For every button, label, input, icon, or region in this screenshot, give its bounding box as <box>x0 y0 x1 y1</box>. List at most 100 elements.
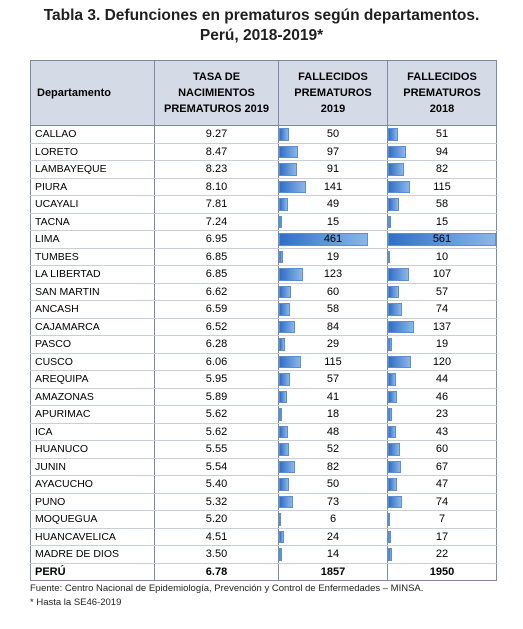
data-bar-f2018 <box>388 285 399 298</box>
data-bar-f2019 <box>279 373 290 386</box>
header-f2019-l2: PREMATUROS <box>294 87 372 99</box>
cell-value: 6 <box>329 513 337 526</box>
cell-value: 19 <box>326 250 340 263</box>
cell-f2018: 74 <box>387 300 497 319</box>
cell-tasa: 5.40 <box>154 475 279 494</box>
cell-value: 44 <box>435 373 449 386</box>
table-row: CUSCO 6.06 115 120 <box>30 352 497 371</box>
cell-f2018: 58 <box>387 195 497 214</box>
data-bar-f2018 <box>388 198 400 211</box>
cell-value: 57 <box>326 373 340 386</box>
cell-tasa: 6.95 <box>154 230 279 249</box>
cell-f2019: 52 <box>278 440 388 459</box>
data-bar-f2018 <box>388 128 398 141</box>
cell-f2019: 48 <box>278 422 388 441</box>
cell-value: 84 <box>326 320 340 333</box>
cell-f2019: 82 <box>278 457 388 476</box>
cell-tasa: 5.20 <box>154 510 279 529</box>
data-bar-f2018 <box>388 513 391 526</box>
cell-value: 73 <box>326 495 340 508</box>
data-bar-f2019 <box>279 338 285 351</box>
cell-f2019: 57 <box>278 370 388 389</box>
cell-tasa: 6.52 <box>154 317 279 336</box>
cell-f2019: 19 <box>278 247 388 266</box>
cell-tasa: 5.54 <box>154 457 279 476</box>
cell-tasa: 5.62 <box>154 422 279 441</box>
data-bar-f2019 <box>279 355 302 368</box>
cell-departamento: PUNO <box>30 492 155 511</box>
cell-tasa: 6.06 <box>154 352 279 371</box>
total-f2018: 1950 <box>387 562 497 581</box>
cell-departamento: TACNA <box>30 212 155 231</box>
cell-f2018: 17 <box>387 527 497 546</box>
cell-value: 29 <box>326 338 340 351</box>
cell-f2018: 46 <box>387 387 497 406</box>
data-bar-f2019 <box>279 215 282 228</box>
cell-value: 23 <box>435 408 449 421</box>
cell-f2018: 115 <box>387 177 497 196</box>
data-bar-f2019 <box>279 198 289 211</box>
cell-tasa: 3.50 <box>154 545 279 564</box>
total-f2019: 1857 <box>278 562 388 581</box>
cell-value: 115 <box>324 355 342 368</box>
data-bar-f2018 <box>388 268 409 281</box>
cell-departamento: AYACUCHO <box>30 475 155 494</box>
cell-value: 74 <box>435 303 449 316</box>
total-tasa: 6.78 <box>154 562 279 581</box>
cell-f2018: 15 <box>387 212 497 231</box>
cell-f2018: 47 <box>387 475 497 494</box>
data-bar-f2019 <box>279 390 287 403</box>
cell-value: 107 <box>432 268 452 281</box>
source-note: Fuente: Centro Nacional de Epidemiología… <box>30 583 424 594</box>
cell-departamento: AREQUIPA <box>30 370 155 389</box>
cell-tasa: 5.32 <box>154 492 279 511</box>
cell-departamento: HUANCAVELICA <box>30 527 155 546</box>
cell-value: 17 <box>435 530 449 543</box>
data-bar-f2018 <box>388 390 397 403</box>
cell-value: 67 <box>435 460 449 473</box>
cell-value: 48 <box>326 425 340 438</box>
cell-departamento: CALLAO <box>30 125 155 144</box>
cell-departamento: CUSCO <box>30 352 155 371</box>
cell-f2019: 24 <box>278 527 388 546</box>
cell-departamento: MADRE DE DIOS <box>30 545 155 564</box>
cell-f2019: 15 <box>278 212 388 231</box>
cell-value: 57 <box>435 285 449 298</box>
cell-f2018: 107 <box>387 265 497 284</box>
cell-value: 120 <box>432 355 452 368</box>
data-bar-f2018 <box>388 233 496 246</box>
cell-f2018: 120 <box>387 352 497 371</box>
header-tasa-l1: TASA DE <box>192 71 241 83</box>
cell-value: 82 <box>326 460 340 473</box>
data-bar-f2018 <box>388 163 404 176</box>
cell-value: 50 <box>326 478 340 491</box>
table-row: SAN MARTIN 6.62 60 57 <box>30 282 497 301</box>
table-row: LORETO 8.47 97 94 <box>30 142 497 161</box>
cell-f2018: 137 <box>387 317 497 336</box>
cell-value: 15 <box>326 215 340 228</box>
cell-tasa: 5.89 <box>154 387 279 406</box>
header-f2019-l1: FALLECIDOS <box>298 71 368 83</box>
cell-f2018: 44 <box>387 370 497 389</box>
cell-value: 58 <box>326 303 340 316</box>
data-bar-f2019 <box>279 250 283 263</box>
data-bar-f2019 <box>279 128 289 141</box>
table-row: PUNO 5.32 73 74 <box>30 492 497 511</box>
title-line-2: Perú, 2018-2019* <box>199 27 324 44</box>
cell-f2019: 29 <box>278 335 388 354</box>
cell-f2019: 73 <box>278 492 388 511</box>
cell-value: 91 <box>326 163 340 176</box>
table-row: CAJAMARCA 6.52 84 137 <box>30 317 497 336</box>
cell-value: 74 <box>435 495 449 508</box>
data-bar-f2018 <box>388 425 397 438</box>
table-row: LAMBAYEQUE 8.23 91 82 <box>30 160 497 179</box>
cell-value: 97 <box>326 145 340 158</box>
data-bar-f2019 <box>279 425 289 438</box>
deaths-table: Departamento TASA DE NACIMIENTOS PREMATU… <box>30 60 497 581</box>
cell-f2019: 6 <box>278 510 388 529</box>
cell-f2018: 561 <box>387 230 497 249</box>
cell-tasa: 5.95 <box>154 370 279 389</box>
cell-departamento: MOQUEGUA <box>30 510 155 529</box>
table-title: Tabla 3. Defunciones en prematuros según… <box>0 6 523 46</box>
data-bar-f2019 <box>279 320 296 333</box>
